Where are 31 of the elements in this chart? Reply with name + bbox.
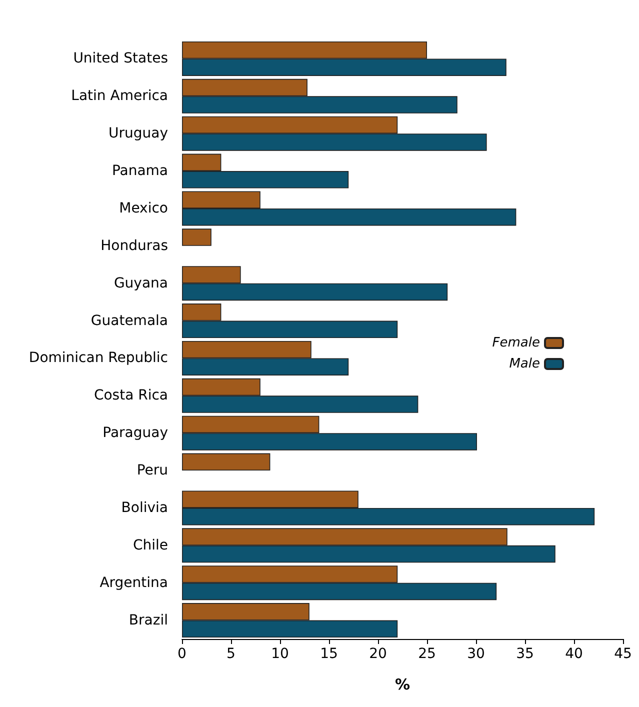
y-tick-label: Chile bbox=[132, 537, 168, 554]
x-tick-label: 25 bbox=[418, 646, 436, 662]
x-tick-label: 40 bbox=[565, 646, 583, 662]
y-tick-label: Paraguay bbox=[102, 425, 168, 442]
y-tick-label: Bolivia bbox=[121, 500, 168, 516]
x-tick-label: 30 bbox=[467, 646, 485, 662]
y-tick-label: Honduras bbox=[100, 238, 168, 254]
y-tick-label: Panama bbox=[112, 163, 168, 180]
x-tick-label: 0 bbox=[178, 646, 186, 662]
legend-label: Female bbox=[492, 336, 540, 350]
y-tick-label: Peru bbox=[136, 462, 168, 479]
y-tick-label: Dominican Republic bbox=[28, 350, 168, 366]
legend-label: Male bbox=[509, 356, 540, 372]
y-tick-label: Latin America bbox=[71, 88, 168, 104]
bar bbox=[182, 453, 270, 471]
x-tick-label: 15 bbox=[320, 646, 338, 662]
y-tick-label: Brazil bbox=[128, 612, 168, 628]
x-tick-label: 45 bbox=[614, 646, 632, 662]
x-tick-label: 10 bbox=[271, 646, 289, 662]
bar bbox=[182, 228, 212, 246]
y-tick-label: Costa Rica bbox=[94, 388, 168, 404]
y-tick-label: Argentina bbox=[100, 574, 168, 591]
y-tick-label: Mexico bbox=[119, 200, 168, 216]
x-tick-label: 35 bbox=[516, 646, 534, 662]
y-tick-label: United States bbox=[73, 50, 168, 67]
y-tick-label: Guatemala bbox=[90, 312, 168, 329]
x-tick-label: 5 bbox=[226, 646, 236, 662]
y-tick-label: Uruguay bbox=[108, 126, 168, 142]
x-axis-title: % bbox=[394, 676, 410, 694]
x-tick-label: 20 bbox=[369, 646, 387, 662]
y-tick-label: Guyana bbox=[114, 275, 168, 292]
